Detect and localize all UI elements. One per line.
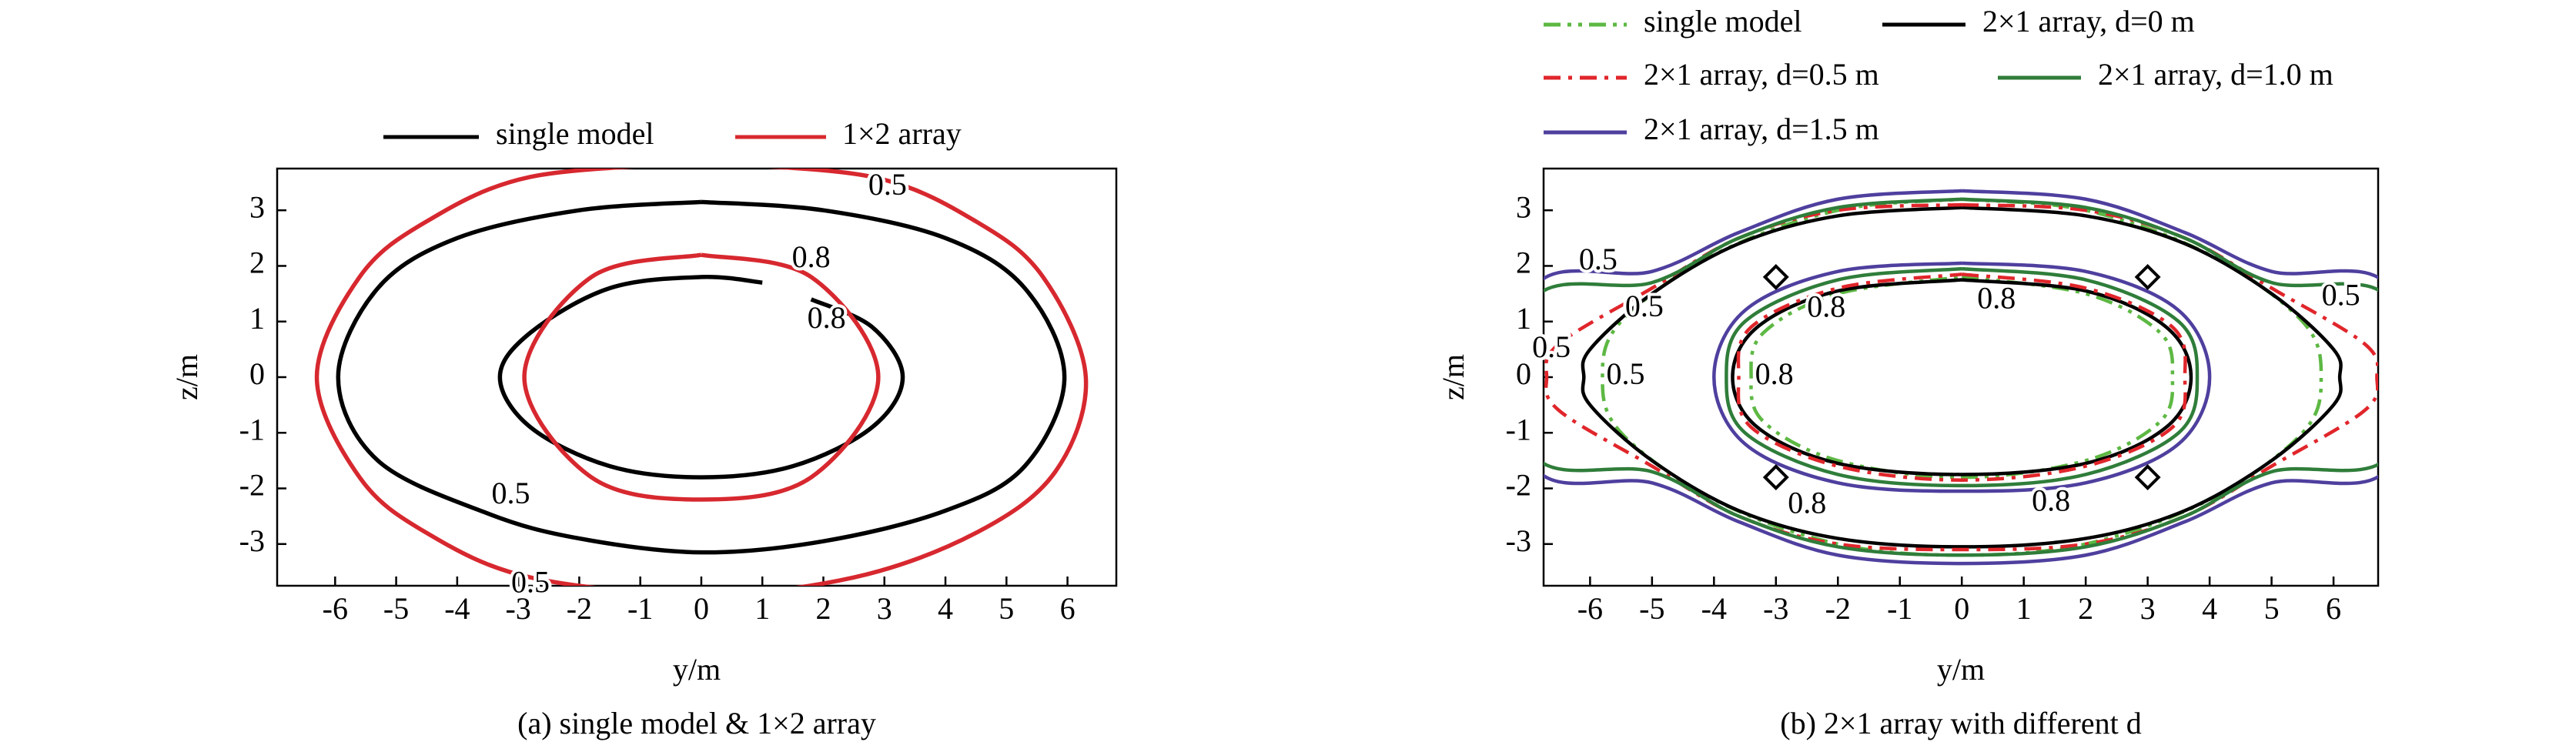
x-tick-label: -3	[1763, 591, 1788, 626]
contour-line	[1544, 197, 2378, 557]
contour-line	[1544, 189, 2378, 566]
y-tick-label: -1	[1506, 412, 1531, 446]
contour-line	[1725, 266, 2200, 488]
contour-label: 0.5	[511, 564, 550, 599]
contour-line	[1544, 202, 2378, 552]
x-tick-label: -6	[1577, 591, 1603, 626]
legend-label: 2×1 array, d=1.0 m	[2098, 57, 2333, 92]
x-tick-label: 6	[2326, 591, 2341, 626]
model-marker	[1762, 263, 1789, 290]
x-tick-label: -4	[1701, 591, 1727, 626]
x-tick-label: 1	[2016, 591, 2032, 626]
legend-label: 2×1 array, d=0 m	[1982, 4, 2195, 38]
y-tick-label: 3	[249, 189, 265, 224]
contour-label: 0.5	[1532, 329, 1571, 364]
y-tick-label: -3	[239, 523, 265, 558]
contour-line	[1581, 206, 2343, 549]
x-tick-label: 1	[754, 591, 770, 626]
y-tick-label: -1	[239, 412, 265, 446]
y-tick-label: 3	[1516, 189, 1531, 224]
contour-label: 0.8	[1807, 289, 1845, 324]
legend-label: single model	[1644, 4, 1802, 38]
x-tick-label: 3	[2140, 591, 2156, 626]
contour-line	[1712, 261, 2212, 493]
x-tick-label: -1	[627, 591, 653, 626]
contour-line	[1749, 275, 2175, 480]
x-tick-label: 0	[1954, 591, 1969, 626]
contour-label: 0.8	[792, 239, 831, 274]
x-tick-label: 4	[2202, 591, 2217, 626]
x-tick-label: 5	[999, 591, 1014, 626]
contour-line	[314, 169, 1089, 586]
contour-labels: 0.5 0.8 0.5 0.8 0.5 0.8 0.5 0.8 0.5 0.8	[1529, 239, 2363, 523]
contour-label: 0.5	[1606, 356, 1644, 391]
x-tick-label: -2	[1825, 591, 1851, 626]
y-tick-label: 0	[1516, 356, 1531, 391]
x-tick-label: 0	[694, 591, 709, 626]
legend-label: 2×1 array, d=1.5 m	[1644, 112, 1879, 146]
plot-area	[314, 169, 1089, 586]
contour-label: 0.8	[1755, 356, 1794, 391]
contour-label: 0.5	[1625, 289, 1664, 323]
y-tick-label: 0	[249, 356, 265, 391]
contour-labels: 0.5 0.8 0.5 0.5 0.8	[488, 164, 909, 602]
model-marker	[1762, 464, 1789, 491]
plot-frame	[1542, 167, 2380, 587]
contour-line	[1731, 278, 2193, 476]
x-tick-label: 2	[815, 591, 831, 626]
contour-label: 0.8	[808, 300, 846, 335]
contour-line	[336, 199, 1067, 555]
contour-line	[522, 252, 881, 502]
contour-label: 0.5	[1579, 242, 1618, 276]
contour-label: 0.8	[2032, 483, 2070, 518]
plot-area	[1544, 189, 2378, 566]
contour-line	[497, 275, 905, 480]
legend-label: 1×2 array	[842, 116, 962, 151]
x-tick-label: 4	[938, 591, 953, 626]
x-tick-label: 3	[877, 591, 892, 626]
y-axis-label: z/m	[169, 354, 204, 400]
y-tick-label: -2	[1506, 468, 1531, 503]
x-tick-label: -2	[567, 591, 592, 626]
contour-line	[1736, 272, 2187, 482]
y-tick-label: 1	[249, 301, 265, 336]
x-tick-label: -6	[323, 591, 348, 626]
y-tick-label: 2	[1516, 246, 1531, 280]
y-tick-label: 1	[1516, 301, 1531, 336]
model-marker	[2134, 464, 2161, 491]
x-tick-label: -5	[383, 591, 409, 626]
model-marker	[2134, 263, 2161, 290]
x-tick-label: 2	[2078, 591, 2093, 626]
y-tick-label: -3	[1506, 523, 1531, 558]
x-axis-label: y/m	[673, 652, 721, 687]
y-tick-label: -2	[239, 468, 265, 503]
x-tick-label: -3	[505, 591, 530, 626]
x-tick-label: 5	[2264, 591, 2280, 626]
legend-label: 2×1 array, d=0.5 m	[1644, 57, 1879, 92]
contour-label: 0.8	[1788, 485, 1826, 520]
x-tick-label: 6	[1060, 591, 1076, 626]
contour-label: 0.5	[2322, 277, 2360, 312]
x-tick-label: -1	[1887, 591, 1912, 626]
legend-label: single model	[496, 116, 654, 151]
y-tick-label: 2	[249, 246, 265, 280]
caption: (b) 2×1 array with different d	[1780, 706, 2141, 740]
contour-label: 0.8	[1977, 281, 2016, 316]
x-tick-label: -4	[444, 591, 470, 626]
x-tick-label: -5	[1639, 591, 1664, 626]
contour-label: 0.5	[868, 167, 907, 202]
contour-label: 0.5	[491, 476, 530, 510]
caption: (a) single model & 1×2 array	[517, 706, 876, 740]
x-axis-label: y/m	[1937, 652, 1985, 687]
y-axis-label: z/m	[1436, 354, 1470, 400]
